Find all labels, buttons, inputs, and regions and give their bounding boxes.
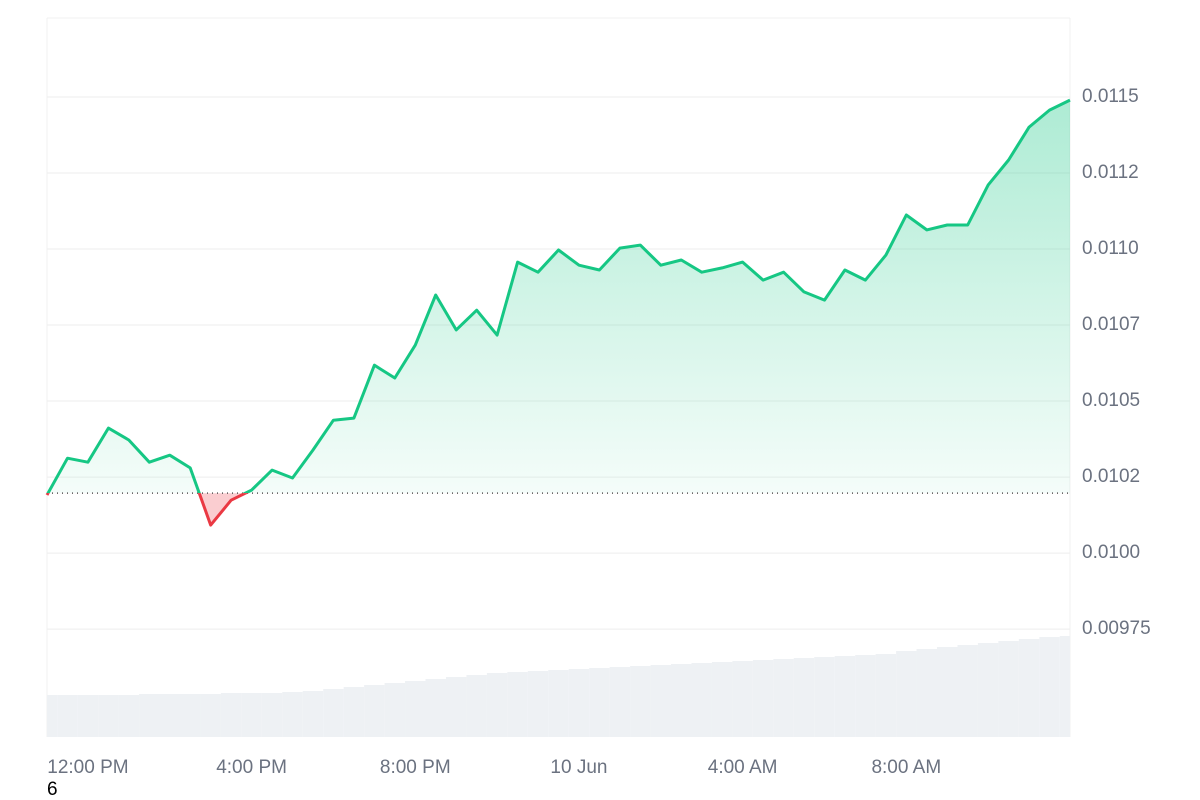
volume-bar [691,663,712,737]
x-tick-label: 8:00 AM [871,757,941,778]
volume-bar [384,683,406,737]
volume-bar [425,679,446,737]
y-tick-label: 0.0102 [1082,466,1140,487]
volume-bar [220,693,242,737]
volume-bar [159,694,180,737]
volume-bar [793,658,815,737]
volume-bar [527,671,549,737]
volume-bar [998,641,1019,737]
volume-bar [896,651,917,737]
volume-bar [650,665,672,737]
volume-bar [47,695,58,737]
y-tick-label: 0.00975 [1082,618,1151,639]
x-tick-label: 10 Jun [550,757,607,778]
volume-bar [200,694,221,737]
footnote: 6 [47,779,58,800]
volume-bar [1059,636,1070,737]
volume-bar [548,670,569,737]
volume-bar [179,694,201,737]
y-tick-label: 0.0110 [1082,238,1139,259]
y-tick-label: 0.0112 [1082,162,1139,183]
volume-bar [282,692,303,737]
x-tick-label: 12:00 PM [47,757,128,778]
volume-bar [568,669,590,737]
volume-bar [752,660,774,737]
y-tick-label: 0.0105 [1082,390,1140,411]
volume-bar [834,656,856,737]
volume-bar [261,693,283,737]
volume-bar [773,659,794,737]
volume-bar [1018,639,1040,737]
volume-bar [589,668,610,737]
volume-bar [732,661,753,737]
volume-bar [98,695,119,737]
volume-bar [57,695,78,737]
volume-bar [814,657,835,737]
volume-bar [405,681,426,737]
x-tick-label: 4:00 AM [708,757,778,778]
volume-bar [957,645,978,737]
volume-bar [855,655,876,737]
y-tick-label: 0.0100 [1082,542,1140,563]
volume-bar [466,675,487,737]
x-tick-label: 4:00 PM [216,757,287,778]
volume-bar [609,667,631,737]
volume-bar [445,677,467,737]
volume-bar [937,647,958,737]
volume-bar [916,649,938,737]
x-tick-label: 8:00 PM [380,757,451,778]
volume-bar [343,687,365,737]
price-line-negative [45,493,249,527]
price-line-positive [46,98,1071,494]
volume-bar [302,691,324,737]
volume-bar [364,685,385,737]
volume-bar [486,673,508,737]
volume-bar [139,694,160,737]
volume-bar [118,695,140,737]
volume-bar [671,664,692,737]
volume-bar [241,693,262,737]
area-positive [47,100,1070,494]
volume-bar [711,662,733,737]
volume-bar [323,689,344,737]
y-tick-label: 0.0107 [1082,314,1140,335]
y-tick-label: 0.0115 [1082,86,1139,107]
volume-bar [507,672,528,737]
volume-bar [977,643,999,737]
volume-bar [630,666,651,737]
volume-bar [1039,637,1060,737]
volume-bar [77,695,99,737]
volume-bar [875,654,897,737]
